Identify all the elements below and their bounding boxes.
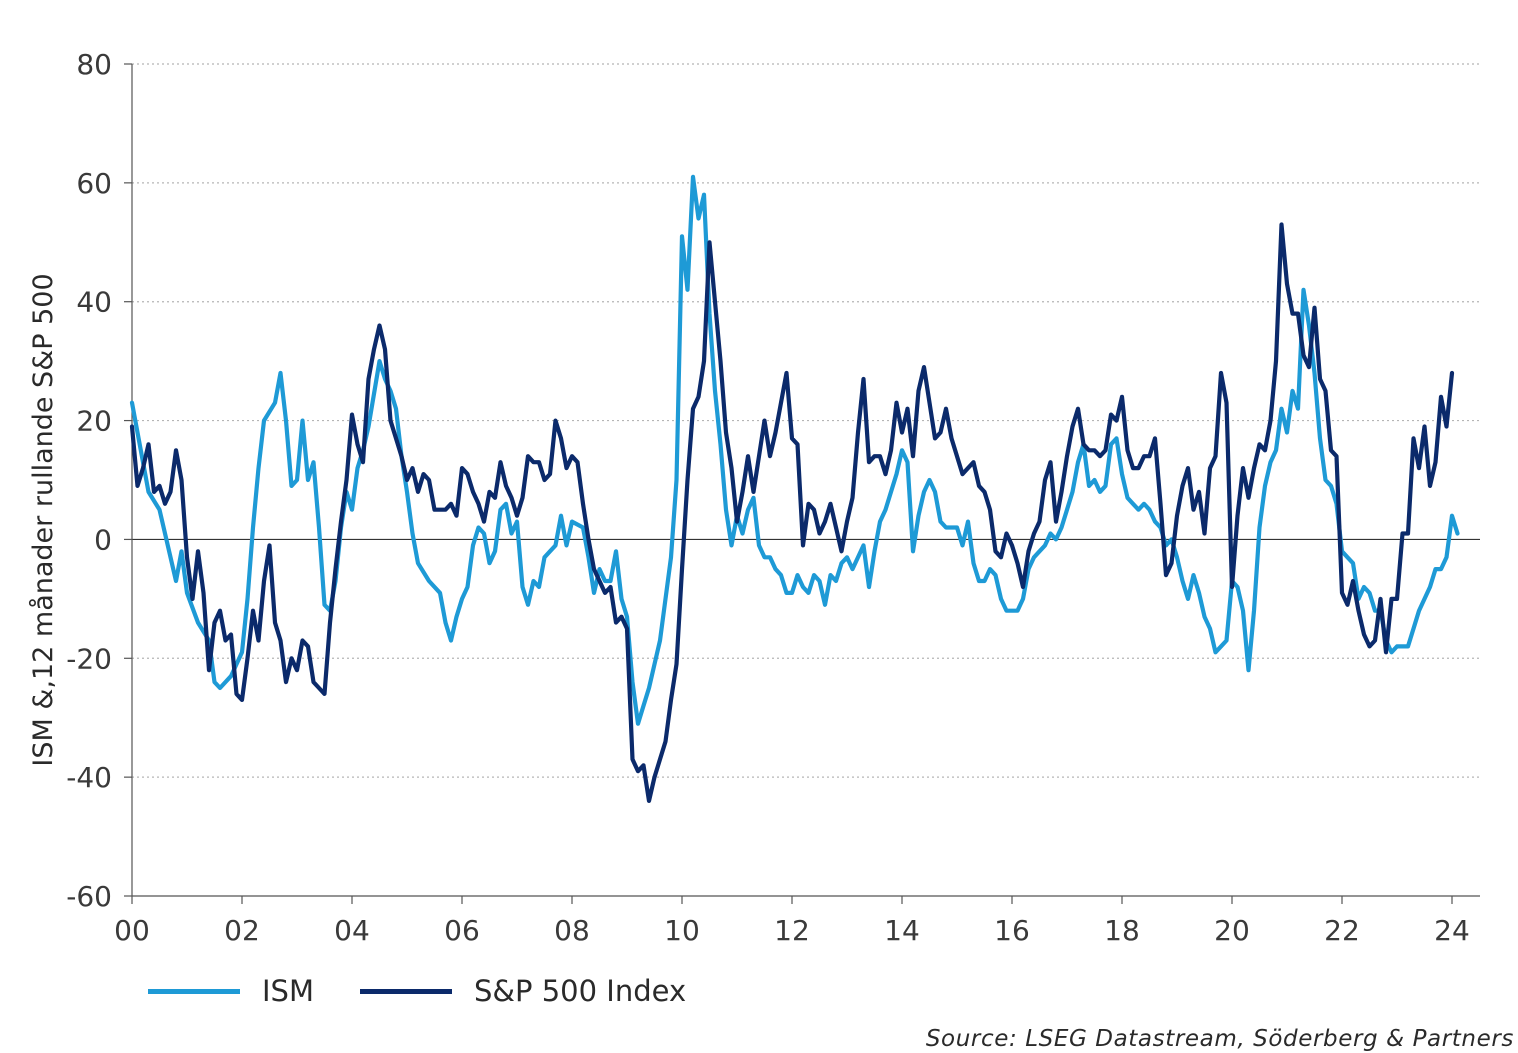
legend: ISM S&P 500 Index [148, 974, 732, 1008]
x-tick-label: 00 [114, 914, 150, 947]
legend-item-ism: ISM [148, 974, 314, 1008]
x-tick-label: 04 [334, 914, 370, 947]
y-tick-label: 40 [76, 286, 112, 319]
y-tick-label: 20 [76, 405, 112, 438]
x-tick-label: 18 [1104, 914, 1140, 947]
source-note: Source: LSEG Datastream, Söderberg & Par… [925, 1026, 1514, 1052]
y-tick-label: 0 [94, 523, 112, 556]
series-line-sp500 [129, 222, 1455, 803]
x-tick-label: 06 [444, 914, 480, 947]
y-tick-label: 60 [76, 167, 112, 200]
series-line-ism [129, 174, 1460, 726]
series-lines [129, 174, 1460, 803]
legend-swatch-ism [148, 988, 240, 994]
y-tick-label: -40 [66, 761, 112, 794]
axes [124, 63, 1480, 904]
x-tick-label: 08 [554, 914, 590, 947]
x-tick-label: 12 [774, 914, 810, 947]
legend-label-sp500: S&P 500 Index [473, 974, 687, 1008]
x-tick-labels: 00 02 04 06 08 10 12 14 16 18 20 22 24 [114, 914, 1470, 947]
y-axis-title: ISM &,12 månader rullande S&P 500 [28, 273, 59, 766]
x-tick-label: 22 [1324, 914, 1360, 947]
x-tick-label: 02 [224, 914, 260, 947]
legend-item-sp500: S&P 500 Index [359, 974, 687, 1008]
y-tick-label: -60 [66, 880, 112, 913]
legend-swatch-sp500 [359, 988, 452, 994]
y-tick-labels: 80 60 40 20 0 -20 -40 -60 [66, 48, 112, 913]
x-tick-label: 24 [1434, 914, 1470, 947]
gridlines [132, 63, 1480, 778]
x-tick-label: 20 [1214, 914, 1250, 947]
x-tick-label: 14 [884, 914, 920, 947]
legend-label-ism: ISM [262, 974, 314, 1008]
y-tick-label: 80 [76, 48, 112, 81]
x-tick-label: 10 [664, 914, 700, 947]
x-tick-label: 16 [994, 914, 1030, 947]
y-tick-label: -20 [66, 642, 112, 675]
